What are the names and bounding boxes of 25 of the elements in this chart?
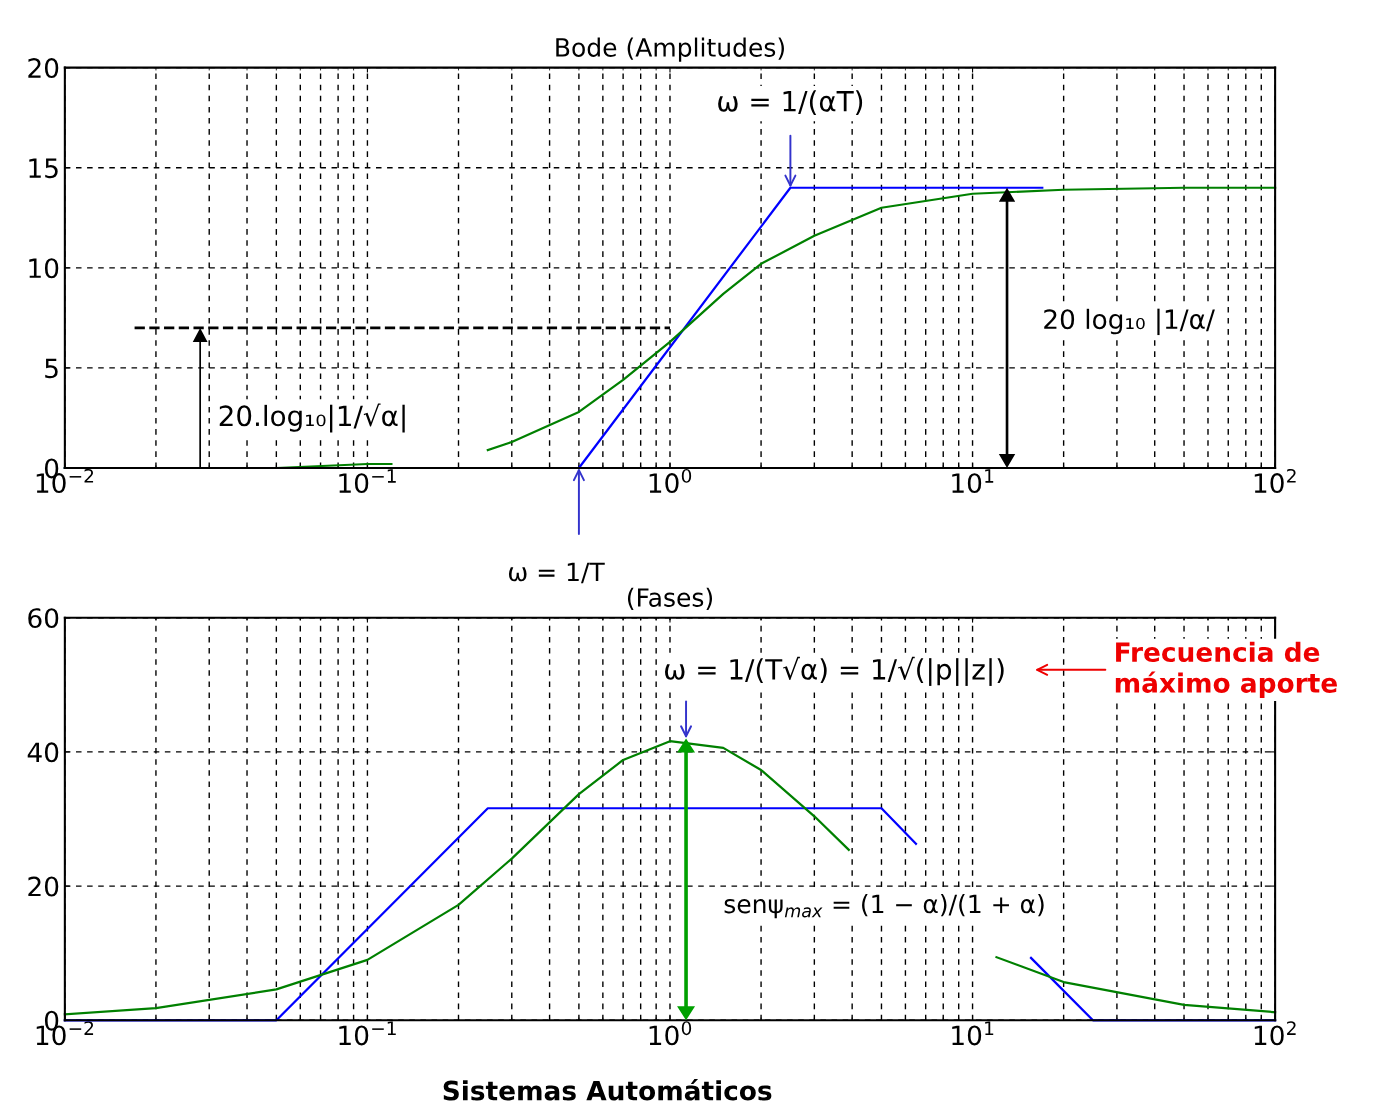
y-tick-label: 5 — [45, 358, 58, 379]
annotation: ω = 1/(αT) — [718, 90, 863, 116]
chart-title: (Fases) — [627, 587, 713, 610]
y-tick-label: 20 — [28, 58, 59, 79]
x-tick-label: 10$^{0}$ — [649, 1021, 692, 1046]
x-tick-label: 10$^{−1}$ — [339, 1021, 396, 1046]
annotation: ω = 1/(T√α) = 1/√(|p||z|) — [665, 656, 1004, 686]
x-tick-label: 10$^{2}$ — [1254, 468, 1296, 494]
annotation: 20.log₁₀|1/√α| — [219, 403, 405, 433]
x-tick-label: 10$^{1}$ — [952, 469, 994, 494]
annotation: Frecuencia de máximo aporte — [1115, 641, 1337, 699]
annotation: 20 log₁₀ |1/α/ — [1044, 308, 1215, 336]
y-tick-label: 20 — [28, 876, 59, 897]
x-tick-label: 10$^{−1}$ — [339, 469, 396, 494]
text: Sistemas Automáticos — [443, 1079, 772, 1101]
annotation: ω = 1/T — [508, 562, 605, 584]
y-tick-label: 40 — [27, 742, 59, 763]
chart-title: Bode (Amplitudes) — [556, 37, 784, 62]
x-tick-label: 10$^{0}$ — [649, 468, 692, 494]
y-tick-label: 15 — [29, 158, 58, 179]
x-tick-label: 10$^{1}$ — [952, 1021, 994, 1046]
y-tick-label: 60 — [28, 608, 59, 629]
annotation: senψ$_{max}$ = (1 − α)/(1 + α) — [724, 894, 1044, 919]
y-tick-label: 10 — [29, 258, 59, 279]
x-tick-label: 10$^{2}$ — [1254, 1021, 1296, 1046]
